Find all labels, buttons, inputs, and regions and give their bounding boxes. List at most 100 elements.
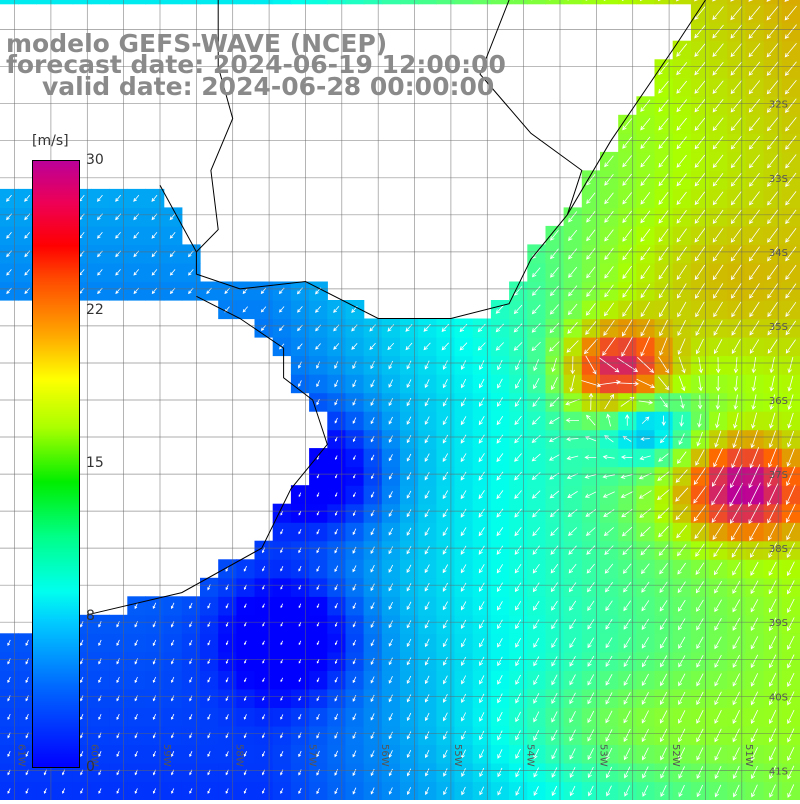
wind-cell xyxy=(600,0,619,4)
wind-cell xyxy=(709,726,728,745)
wind-cell xyxy=(291,504,310,523)
wind-cell xyxy=(727,263,746,282)
wind-cell xyxy=(346,707,365,726)
wind-cell xyxy=(436,522,455,541)
wind-cell xyxy=(709,541,728,560)
wind-cell xyxy=(509,300,528,319)
wind-cell xyxy=(582,189,601,208)
lat-label: 39S xyxy=(769,618,788,629)
wind-cell xyxy=(509,596,528,615)
wind-cell xyxy=(382,652,401,671)
wind-cell xyxy=(236,578,255,597)
wind-cell xyxy=(346,670,365,689)
wind-cell xyxy=(691,170,710,189)
wind-cell xyxy=(636,411,655,430)
wind-cell xyxy=(436,689,455,708)
wind-cell xyxy=(491,578,510,597)
wind-cell xyxy=(400,652,419,671)
wind-cell xyxy=(618,670,637,689)
wind-cell xyxy=(636,282,655,301)
wind-cell xyxy=(618,726,637,745)
wind-cell xyxy=(346,633,365,652)
wind-cell xyxy=(127,652,146,671)
wind-cell xyxy=(436,0,455,4)
wind-cell xyxy=(746,319,765,338)
wind-cell xyxy=(509,0,528,4)
wind-cell xyxy=(709,59,728,78)
wind-cell xyxy=(327,541,346,560)
wind-cell xyxy=(746,652,765,671)
wind-cell xyxy=(291,0,310,4)
wind-cell xyxy=(746,467,765,486)
wind-cell xyxy=(418,726,437,745)
wind-cell xyxy=(600,207,619,226)
wind-cell xyxy=(346,596,365,615)
wind-cell xyxy=(127,633,146,652)
wind-cell xyxy=(309,337,328,356)
wind-cell xyxy=(727,670,746,689)
wind-cell xyxy=(236,300,255,319)
wind-cell xyxy=(727,4,746,23)
wind-cell xyxy=(327,337,346,356)
wind-cell xyxy=(291,670,310,689)
wind-cell xyxy=(146,707,165,726)
wind-cell xyxy=(309,504,328,523)
wind-cell xyxy=(546,300,565,319)
wind-cell xyxy=(746,393,765,412)
wind-cell xyxy=(709,115,728,134)
wind-cell xyxy=(127,207,146,226)
wind-cell xyxy=(109,207,128,226)
lat-label: 40S xyxy=(769,692,788,703)
wind-cell xyxy=(709,263,728,282)
wind-cell xyxy=(600,189,619,208)
wind-cell xyxy=(527,393,546,412)
wind-cell xyxy=(746,133,765,152)
wind-cell xyxy=(491,467,510,486)
wind-cell xyxy=(346,522,365,541)
wind-cell xyxy=(600,559,619,578)
wind-cell xyxy=(546,689,565,708)
wind-cell xyxy=(727,170,746,189)
wind-cell xyxy=(655,189,674,208)
wind-cell xyxy=(164,207,183,226)
wind-cell xyxy=(182,282,201,301)
wind-cell xyxy=(418,744,437,763)
wind-cell xyxy=(582,522,601,541)
wind-cell xyxy=(400,0,419,4)
wind-cell xyxy=(636,170,655,189)
wind-cell xyxy=(509,726,528,745)
wind-cell xyxy=(527,411,546,430)
wind-cell xyxy=(727,22,746,41)
wind-cell xyxy=(618,282,637,301)
wind-cell xyxy=(400,522,419,541)
wind-cell xyxy=(91,263,110,282)
wind-cell xyxy=(527,374,546,393)
wind-cell xyxy=(746,244,765,263)
wind-cell xyxy=(327,356,346,375)
wind-cell xyxy=(491,652,510,671)
wind-cell xyxy=(418,578,437,597)
wind-cell xyxy=(309,559,328,578)
wind-cell xyxy=(636,596,655,615)
wind-cell xyxy=(491,670,510,689)
wind-cell xyxy=(546,337,565,356)
wind-cell xyxy=(746,22,765,41)
wind-cell xyxy=(309,596,328,615)
wind-cell xyxy=(200,282,219,301)
colorbar xyxy=(32,160,80,768)
wind-cell xyxy=(527,467,546,486)
wind-cell xyxy=(146,189,165,208)
wind-cell xyxy=(400,744,419,763)
wind-cell xyxy=(564,0,583,4)
wind-cell xyxy=(346,744,365,763)
wind-cell xyxy=(746,356,765,375)
wind-cell xyxy=(691,522,710,541)
wind-cell xyxy=(418,337,437,356)
wind-cell xyxy=(327,300,346,319)
wind-cell xyxy=(327,578,346,597)
wind-cell xyxy=(473,670,492,689)
wind-cell xyxy=(400,467,419,486)
wind-cell xyxy=(509,504,528,523)
lat-label: 34S xyxy=(769,248,788,259)
